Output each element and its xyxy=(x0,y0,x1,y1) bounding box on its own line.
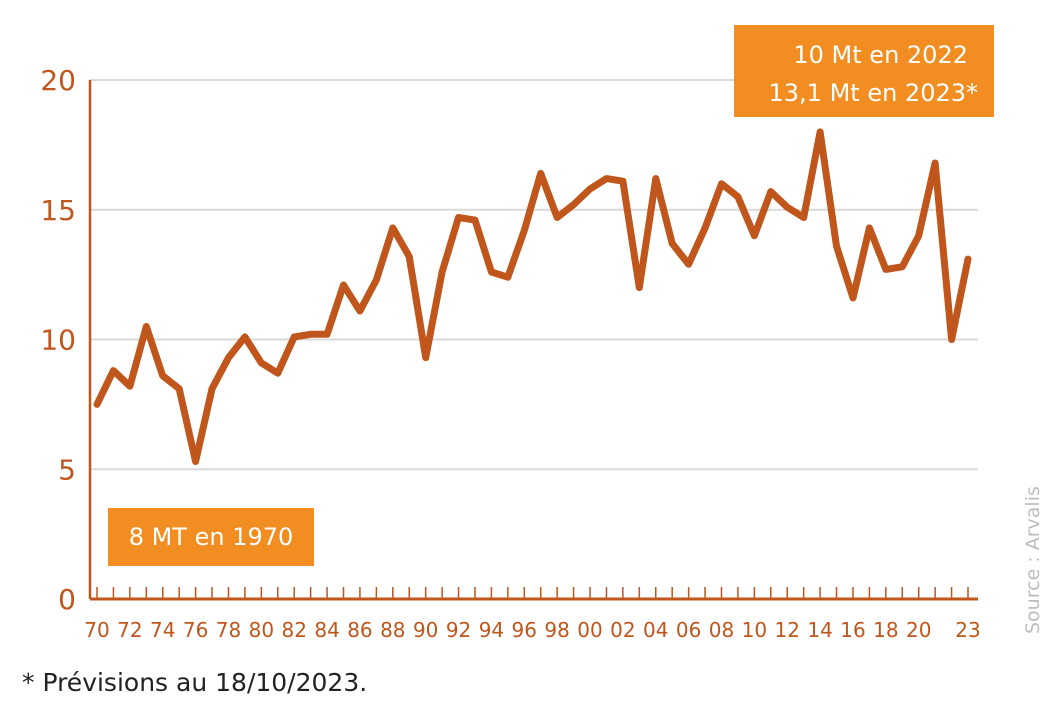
x-axis-tick-marks xyxy=(96,587,969,599)
x-tick-label: 90 xyxy=(413,618,438,642)
x-tick-label: 84 xyxy=(314,618,339,642)
footnote: * Prévisions au 18/10/2023. xyxy=(22,668,368,697)
x-tick-label: 08 xyxy=(709,618,734,642)
x-tick-label: 92 xyxy=(446,618,471,642)
x-tick-label: 72 xyxy=(117,618,142,642)
x-tick-label: 74 xyxy=(150,618,175,642)
x-tick-label: 80 xyxy=(249,618,274,642)
x-tick-label: 04 xyxy=(643,618,668,642)
x-tick-label: 14 xyxy=(807,618,832,642)
y-tick-label: 5 xyxy=(58,453,76,486)
x-tick-label: 10 xyxy=(742,618,767,642)
x-tick-label: 00 xyxy=(577,618,602,642)
y-tick-label: 10 xyxy=(40,324,76,357)
y-axis-tick-labels: 0 5 10 15 20 xyxy=(40,64,76,616)
annotation-box-bottom xyxy=(108,508,314,566)
x-tick-label: 82 xyxy=(281,618,306,642)
x-tick-label: 16 xyxy=(840,618,865,642)
x-tick-label: 76 xyxy=(183,618,208,642)
x-tick-label: 23 xyxy=(955,618,980,642)
annotation-box-top xyxy=(734,25,994,117)
x-tick-label: 70 xyxy=(84,618,109,642)
x-tick-label: 02 xyxy=(610,618,635,642)
annotation-top-line1: 10 Mt en 2022 xyxy=(793,41,968,69)
x-tick-label: 94 xyxy=(479,618,504,642)
y-tick-label: 20 xyxy=(40,64,76,97)
x-tick-label: 18 xyxy=(873,618,898,642)
x-tick-label: 88 xyxy=(380,618,405,642)
x-axis-tick-labels: 70 72 74 76 78 80 82 84 86 88 90 92 94 96 98 00 02 04 06 08… xyxy=(84,618,980,642)
x-tick-label: 20 xyxy=(906,618,931,642)
annotation-bottom: 8 MT en 1970 xyxy=(129,523,294,551)
y-tick-label: 15 xyxy=(40,194,76,227)
x-tick-label: 86 xyxy=(347,618,372,642)
x-tick-label: 96 xyxy=(512,618,537,642)
x-tick-label: 12 xyxy=(774,618,799,642)
x-tick-label: 06 xyxy=(676,618,701,642)
source-label: Source : Arvalis xyxy=(1022,486,1044,634)
series-line xyxy=(93,128,972,465)
y-tick-label: 0 xyxy=(58,583,76,616)
annotation-top-line2: 13,1 Mt en 2023* xyxy=(769,79,979,107)
x-tick-label: 98 xyxy=(544,618,569,642)
x-tick-label: 78 xyxy=(216,618,241,642)
